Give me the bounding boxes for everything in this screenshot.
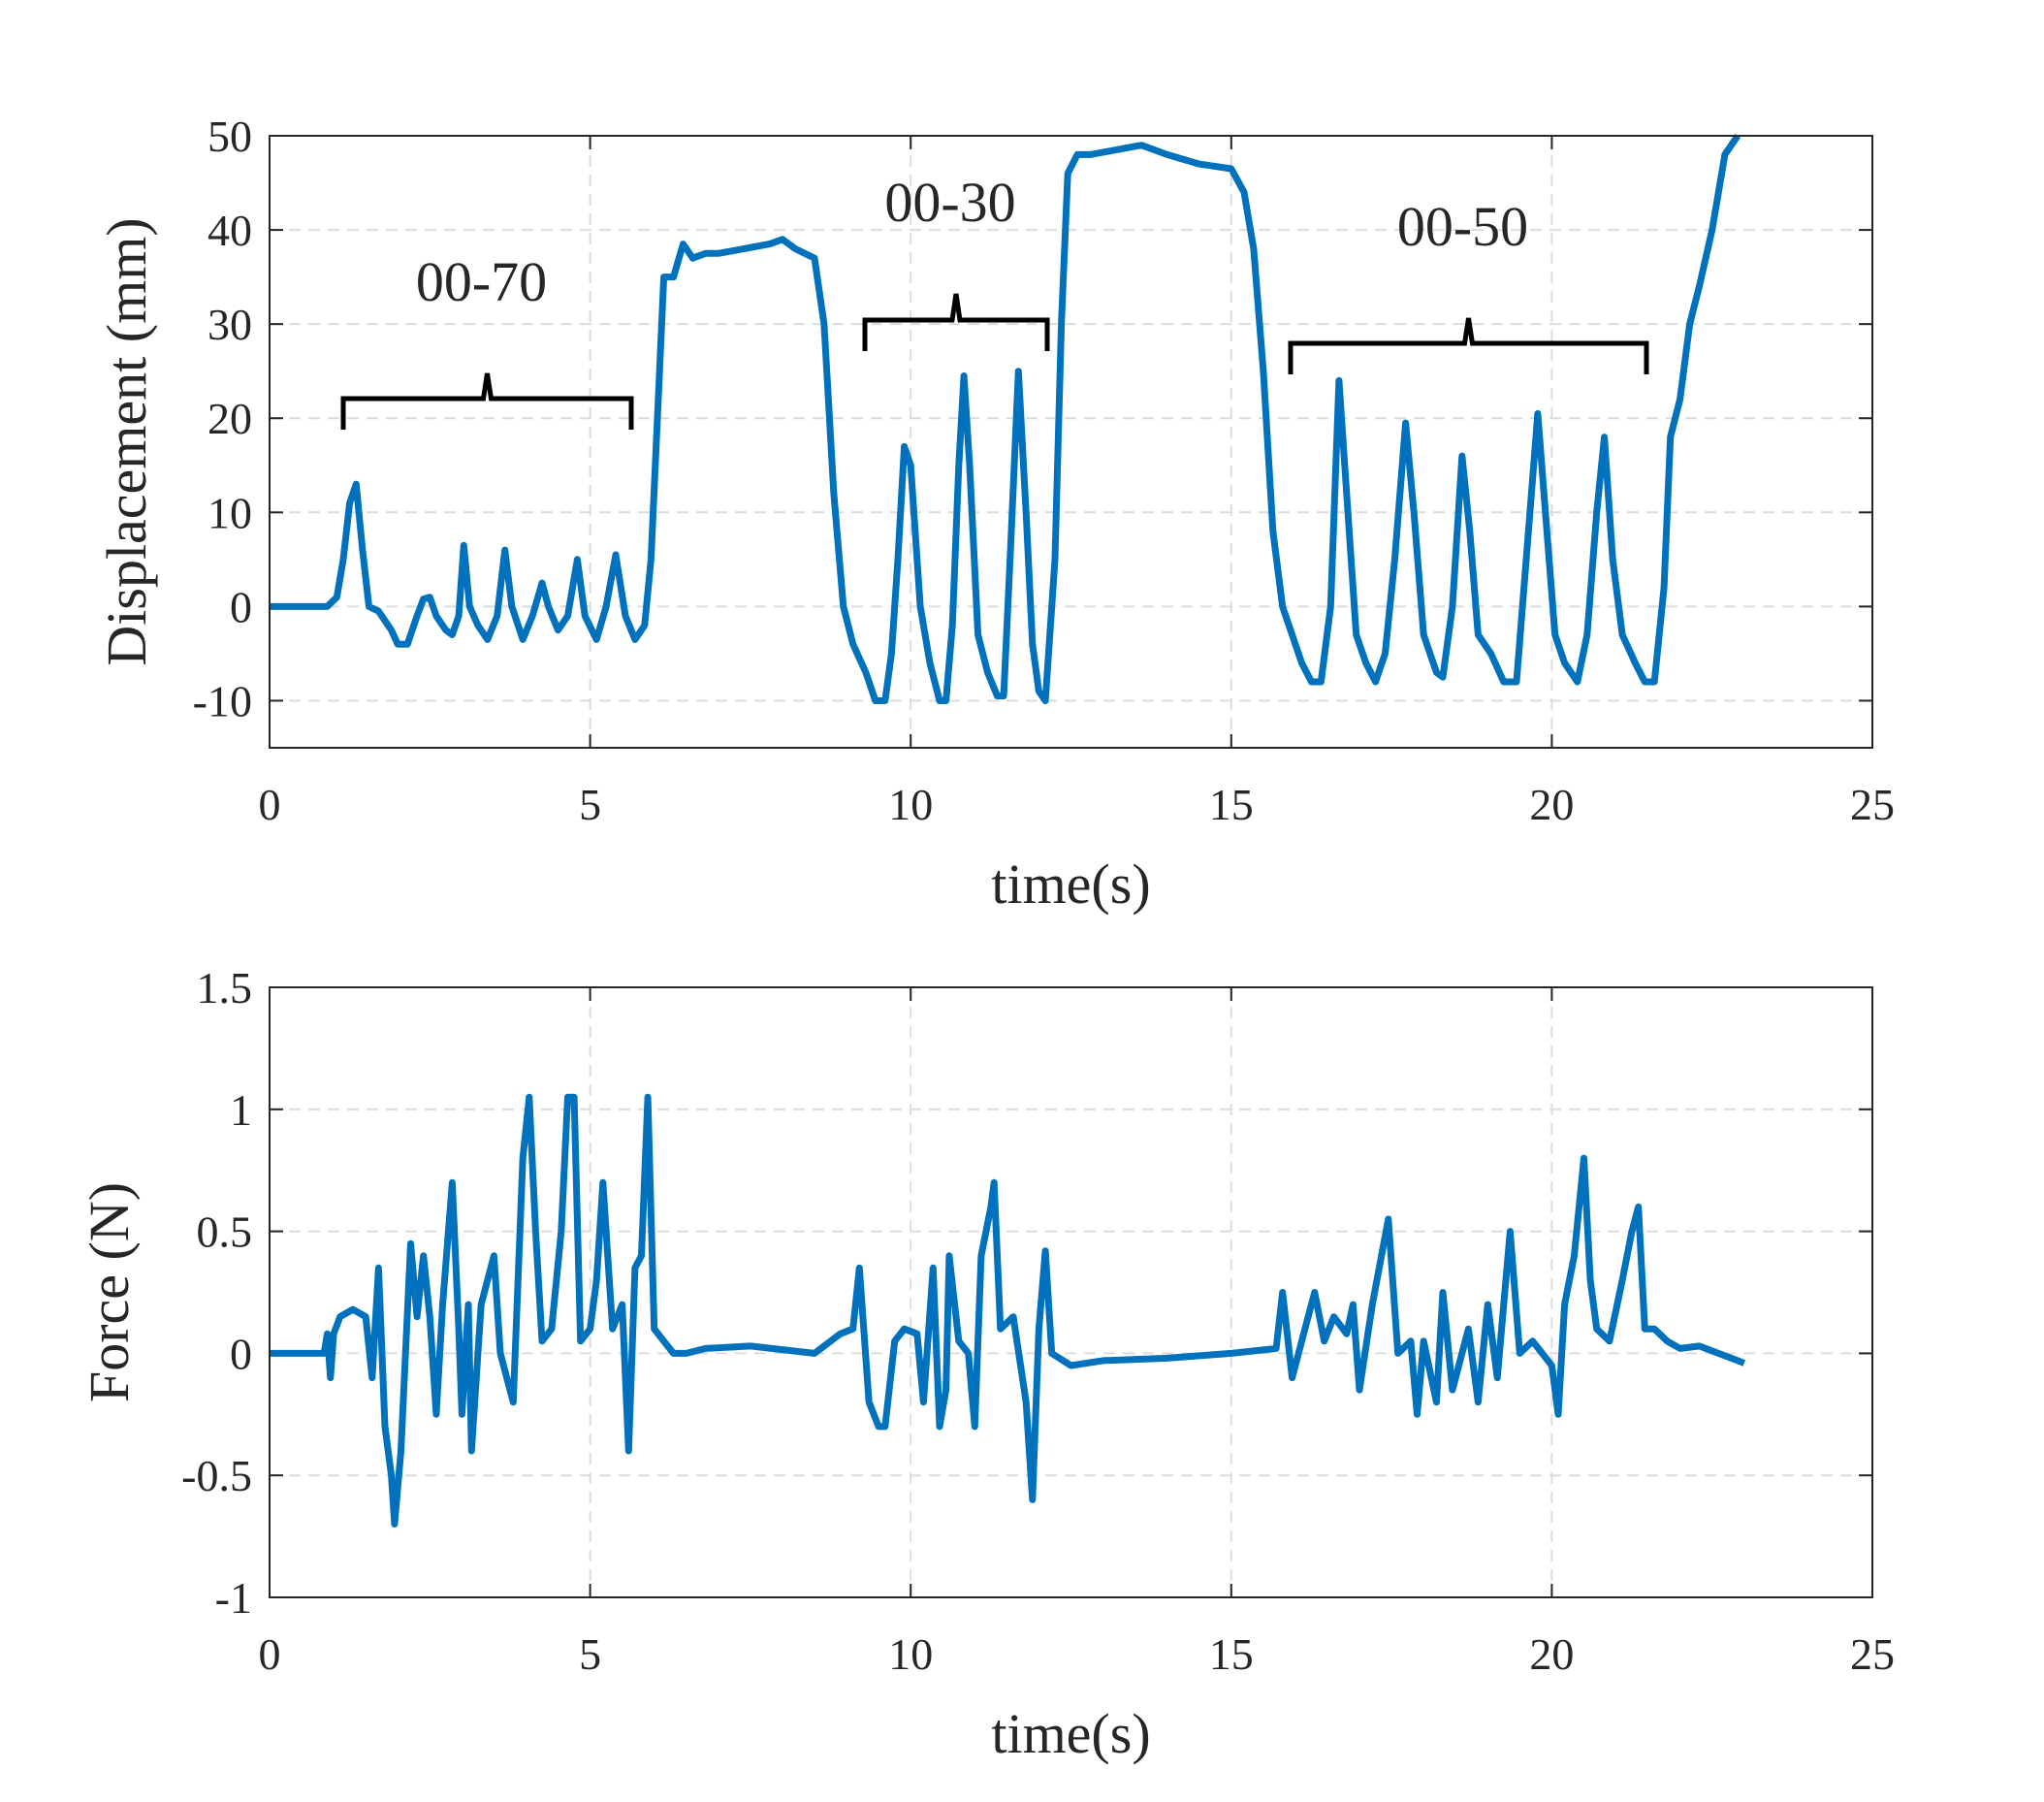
x-tick-label: 20 — [1529, 1629, 1574, 1679]
x-tick-label: 25 — [1850, 1629, 1895, 1679]
y-axis-label: Force (N) — [78, 1182, 141, 1402]
brace — [862, 293, 1050, 351]
x-tick-label: 5 — [579, 780, 601, 829]
y-tick-label: 30 — [208, 300, 252, 349]
y-axis-label: Displacement (mm) — [95, 217, 158, 665]
y-tick-label: 0.5 — [197, 1207, 253, 1257]
x-axis-label: time(s) — [991, 853, 1150, 916]
x-tick-label: 20 — [1529, 780, 1574, 829]
annotation: 00-30 — [884, 171, 1015, 234]
x-tick-label: 0 — [259, 780, 281, 829]
y-tick-label: 0 — [230, 582, 252, 631]
brace — [340, 372, 634, 430]
brace — [1288, 317, 1649, 374]
y-tick-label: 40 — [208, 206, 252, 255]
y-tick-label: -0.5 — [181, 1451, 252, 1500]
plot-area — [270, 987, 1872, 1597]
data-line — [270, 1093, 1746, 1528]
x-tick-label: 5 — [579, 1629, 601, 1679]
x-tick-label: 15 — [1209, 1629, 1254, 1679]
x-tick-label: 0 — [259, 1629, 281, 1679]
x-tick-label: 15 — [1209, 780, 1254, 829]
y-tick-label: -10 — [193, 676, 252, 725]
annotation: 00-70 — [416, 250, 547, 313]
y-tick-label: 0 — [230, 1329, 252, 1378]
y-tick-label: 1.5 — [197, 963, 253, 1013]
x-tick-label: 10 — [888, 780, 933, 829]
y-tick-label: 10 — [208, 488, 252, 537]
y-tick-label: 50 — [208, 112, 252, 161]
data-line — [270, 134, 1741, 704]
y-tick-label: 20 — [208, 394, 252, 443]
x-tick-label: 25 — [1850, 780, 1895, 829]
y-tick-label: -1 — [215, 1573, 252, 1623]
axes-box — [269, 986, 1873, 1598]
x-tick-label: 10 — [888, 1629, 933, 1679]
annotation: 00-50 — [1397, 195, 1528, 258]
y-tick-label: 1 — [230, 1085, 252, 1135]
axes-box — [269, 135, 1873, 749]
x-axis-label: time(s) — [991, 1702, 1150, 1765]
